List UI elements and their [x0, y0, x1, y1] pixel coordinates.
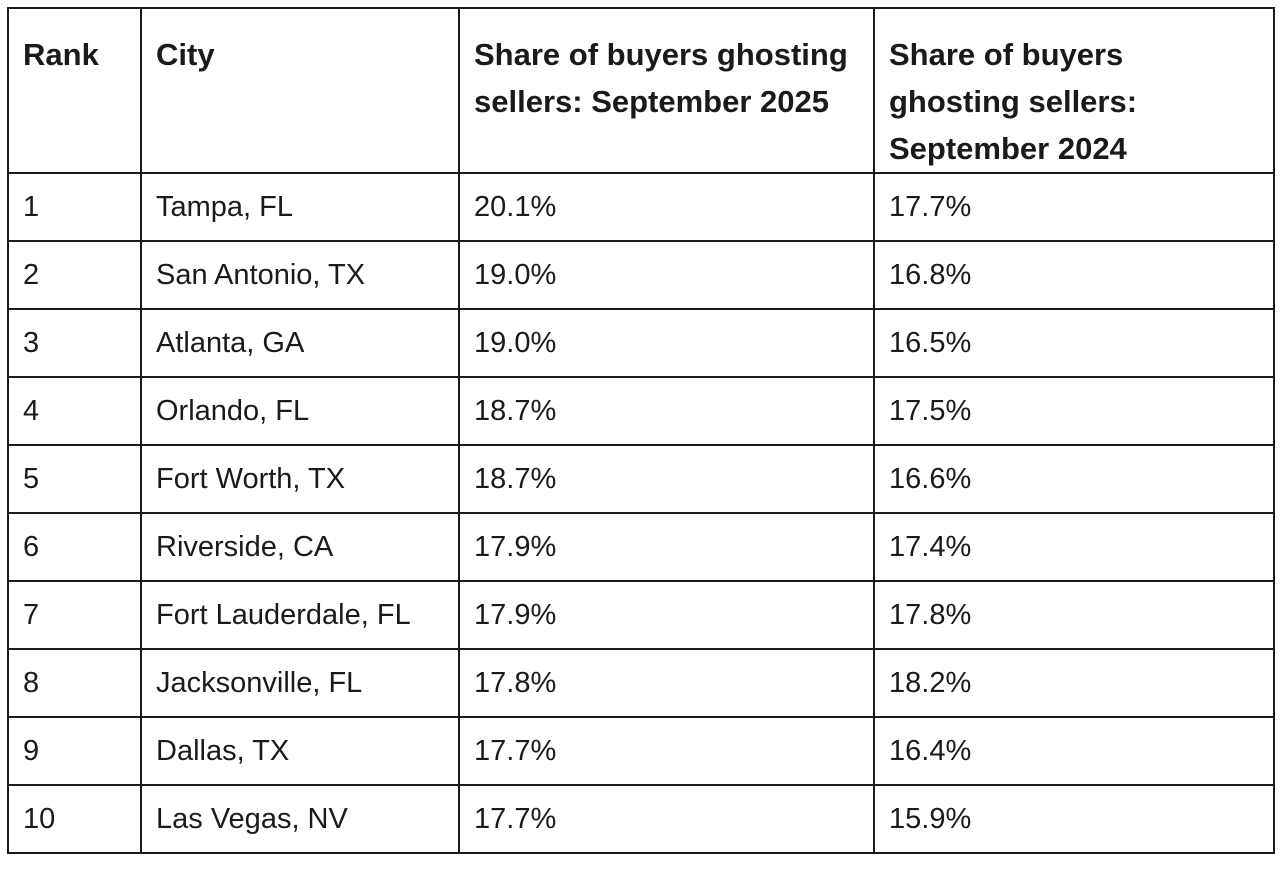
- share-2025-cell: 18.7%: [458, 444, 875, 514]
- city-cell: Dallas, TX: [140, 716, 460, 786]
- table-row: 8 Jacksonville, FL 17.8% 18.2%: [7, 648, 1275, 718]
- share-2024-cell: 17.5%: [873, 376, 1275, 446]
- city-cell: San Antonio, TX: [140, 240, 460, 310]
- share-2025-cell: 17.9%: [458, 580, 875, 650]
- header-share-2025: Share of buyers ghosting sellers: Septem…: [458, 7, 875, 174]
- rank-cell: 8: [7, 648, 142, 718]
- city-cell: Fort Worth, TX: [140, 444, 460, 514]
- table-row: 3 Atlanta, GA 19.0% 16.5%: [7, 308, 1275, 378]
- city-cell: Orlando, FL: [140, 376, 460, 446]
- share-2025-cell: 20.1%: [458, 172, 875, 242]
- table-row: 7 Fort Lauderdale, FL 17.9% 17.8%: [7, 580, 1275, 650]
- city-cell: Tampa, FL: [140, 172, 460, 242]
- share-2024-cell: 17.7%: [873, 172, 1275, 242]
- table-row: 1 Tampa, FL 20.1% 17.7%: [7, 172, 1275, 242]
- share-2024-cell: 16.6%: [873, 444, 1275, 514]
- header-rank: Rank: [7, 7, 142, 174]
- table-row: 6 Riverside, CA 17.9% 17.4%: [7, 512, 1275, 582]
- rank-cell: 5: [7, 444, 142, 514]
- share-2025-cell: 19.0%: [458, 240, 875, 310]
- table-row: 5 Fort Worth, TX 18.7% 16.6%: [7, 444, 1275, 514]
- share-2025-cell: 17.7%: [458, 784, 875, 854]
- city-cell: Fort Lauderdale, FL: [140, 580, 460, 650]
- share-2024-cell: 15.9%: [873, 784, 1275, 854]
- ranking-table: Rank City Share of buyers ghosting selle…: [7, 7, 1275, 854]
- header-share-2024: Share of buyers ghosting sellers: Septem…: [873, 7, 1275, 174]
- rank-cell: 2: [7, 240, 142, 310]
- share-2024-cell: 17.4%: [873, 512, 1275, 582]
- header-row: Rank City Share of buyers ghosting selle…: [7, 7, 1275, 174]
- table-row: 10 Las Vegas, NV 17.7% 15.9%: [7, 784, 1275, 854]
- city-cell: Jacksonville, FL: [140, 648, 460, 718]
- table-row: 2 San Antonio, TX 19.0% 16.8%: [7, 240, 1275, 310]
- share-2025-cell: 18.7%: [458, 376, 875, 446]
- city-cell: Atlanta, GA: [140, 308, 460, 378]
- table-row: 9 Dallas, TX 17.7% 16.4%: [7, 716, 1275, 786]
- table-header: Rank City Share of buyers ghosting selle…: [7, 7, 1275, 174]
- header-city: City: [140, 7, 460, 174]
- share-2024-cell: 16.8%: [873, 240, 1275, 310]
- share-2024-cell: 16.5%: [873, 308, 1275, 378]
- share-2025-cell: 19.0%: [458, 308, 875, 378]
- share-2025-cell: 17.7%: [458, 716, 875, 786]
- rank-cell: 1: [7, 172, 142, 242]
- share-2024-cell: 17.8%: [873, 580, 1275, 650]
- rank-cell: 4: [7, 376, 142, 446]
- rank-cell: 9: [7, 716, 142, 786]
- table-body: 1 Tampa, FL 20.1% 17.7% 2 San Antonio, T…: [7, 172, 1275, 854]
- share-2025-cell: 17.8%: [458, 648, 875, 718]
- share-2025-cell: 17.9%: [458, 512, 875, 582]
- rank-cell: 7: [7, 580, 142, 650]
- table-row: 4 Orlando, FL 18.7% 17.5%: [7, 376, 1275, 446]
- share-2024-cell: 16.4%: [873, 716, 1275, 786]
- city-cell: Riverside, CA: [140, 512, 460, 582]
- rank-cell: 10: [7, 784, 142, 854]
- rank-cell: 6: [7, 512, 142, 582]
- share-2024-cell: 18.2%: [873, 648, 1275, 718]
- city-cell: Las Vegas, NV: [140, 784, 460, 854]
- rank-cell: 3: [7, 308, 142, 378]
